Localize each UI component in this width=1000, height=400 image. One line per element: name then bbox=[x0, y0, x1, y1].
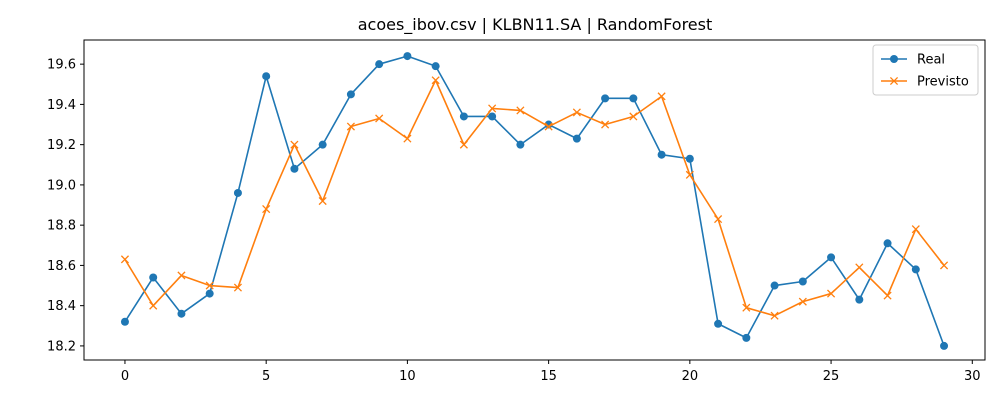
data-point-previsto bbox=[572, 108, 581, 117]
data-point-real bbox=[233, 188, 242, 197]
x-tick-label: 30 bbox=[964, 369, 981, 384]
data-point-previsto bbox=[459, 140, 468, 149]
data-point-previsto bbox=[290, 140, 299, 149]
x-tick-label: 20 bbox=[682, 369, 699, 384]
legend-label-previsto: Previsto bbox=[917, 75, 969, 90]
data-point-real bbox=[742, 333, 751, 342]
data-point-real bbox=[177, 309, 186, 318]
y-tick-label: 19.0 bbox=[47, 178, 76, 193]
data-point-previsto bbox=[177, 271, 186, 280]
data-point-previsto bbox=[827, 289, 836, 298]
data-point-real bbox=[827, 253, 836, 262]
data-point-previsto bbox=[205, 281, 214, 290]
data-point-real bbox=[685, 154, 694, 163]
y-tick-label: 19.4 bbox=[47, 98, 76, 113]
data-point-previsto bbox=[318, 196, 327, 206]
data-point-previsto bbox=[855, 263, 864, 272]
data-point-previsto bbox=[770, 311, 779, 320]
plot-area: 0 5 10 15 20 25 30 18.2 18.4 18.6 18.8 19.0 19.2 19.4… bbox=[47, 39, 986, 384]
series-line-real bbox=[124, 55, 945, 347]
y-tick-label: 18.4 bbox=[47, 299, 76, 314]
data-point-real bbox=[629, 94, 638, 103]
data-point-previsto bbox=[911, 225, 920, 234]
data-point-real bbox=[149, 273, 158, 282]
data-point-real bbox=[403, 52, 412, 61]
data-point-previsto bbox=[516, 106, 525, 115]
data-point-previsto bbox=[544, 122, 553, 131]
data-point-previsto bbox=[798, 297, 807, 306]
data-point-real bbox=[205, 289, 214, 298]
axes-frame bbox=[83, 39, 986, 361]
legend-marker-real bbox=[890, 55, 898, 63]
data-point-real bbox=[120, 317, 129, 326]
legend-label-real: Real bbox=[917, 53, 945, 68]
data-point-previsto bbox=[375, 114, 384, 123]
data-point-previsto bbox=[403, 134, 412, 143]
legend: Real Previsto bbox=[872, 44, 979, 96]
data-point-real bbox=[770, 281, 779, 290]
y-tick-label: 18.2 bbox=[47, 339, 76, 354]
y-tick-label: 19.2 bbox=[47, 138, 76, 153]
x-tick-label: 10 bbox=[399, 369, 416, 384]
data-point-real bbox=[798, 277, 807, 286]
data-point-real bbox=[657, 150, 666, 159]
x-tick-label: 0 bbox=[121, 369, 129, 384]
data-point-previsto bbox=[346, 122, 355, 131]
data-point-real bbox=[714, 319, 723, 328]
data-point-previsto bbox=[431, 76, 440, 85]
data-point-real bbox=[346, 90, 355, 99]
chart-title: acoes_ibov.csv | KLBN11.SA | RandomFores… bbox=[358, 15, 713, 35]
data-point-previsto bbox=[488, 104, 497, 113]
data-point-real bbox=[375, 60, 384, 69]
data-point-previsto bbox=[883, 291, 892, 300]
data-point-real bbox=[855, 295, 864, 304]
data-point-real bbox=[431, 62, 440, 71]
y-tick-label: 19.6 bbox=[47, 58, 76, 73]
data-point-real bbox=[572, 134, 581, 143]
data-point-previsto bbox=[233, 283, 242, 292]
data-point-previsto bbox=[262, 204, 271, 214]
data-point-previsto bbox=[742, 303, 751, 312]
data-point-previsto bbox=[120, 255, 130, 264]
x-tick-label: 15 bbox=[540, 369, 557, 384]
data-point-real bbox=[911, 265, 920, 274]
data-point-real bbox=[544, 120, 553, 129]
data-point-previsto bbox=[939, 261, 949, 270]
y-tick-label: 18.8 bbox=[47, 219, 76, 234]
series-line-previsto bbox=[124, 79, 945, 317]
data-point-real bbox=[883, 239, 892, 248]
data-point-previsto bbox=[657, 92, 666, 101]
data-point-previsto bbox=[685, 170, 694, 179]
data-point-previsto bbox=[149, 301, 158, 310]
data-point-real bbox=[459, 112, 468, 121]
y-tick-label: 18.6 bbox=[47, 259, 76, 274]
data-point-real bbox=[488, 112, 497, 121]
data-point-previsto bbox=[714, 215, 723, 224]
x-tick-label: 25 bbox=[823, 369, 840, 384]
data-point-real bbox=[262, 72, 271, 81]
data-point-previsto bbox=[629, 112, 638, 121]
x-tick-label: 5 bbox=[262, 369, 270, 384]
data-point-previsto bbox=[601, 120, 610, 129]
legend-box bbox=[872, 44, 979, 96]
data-point-real bbox=[516, 140, 525, 149]
data-point-real bbox=[601, 94, 610, 103]
data-point-real bbox=[318, 140, 327, 149]
data-point-real bbox=[290, 164, 299, 173]
legend-marker-previsto bbox=[889, 76, 899, 86]
data-point-real bbox=[940, 341, 949, 350]
